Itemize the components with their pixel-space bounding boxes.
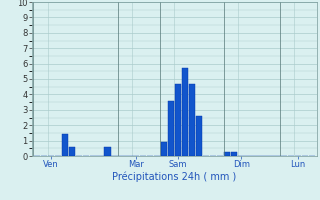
Bar — [224, 152, 230, 156]
Bar — [175, 84, 181, 156]
Bar — [161, 142, 167, 156]
Bar — [196, 116, 202, 156]
Bar — [189, 84, 195, 156]
Bar — [182, 68, 188, 156]
Bar — [69, 147, 75, 156]
Bar — [62, 134, 68, 156]
Bar — [168, 101, 174, 156]
X-axis label: Précipitations 24h ( mm ): Précipitations 24h ( mm ) — [112, 172, 236, 182]
Bar — [104, 147, 111, 156]
Bar — [231, 152, 237, 156]
